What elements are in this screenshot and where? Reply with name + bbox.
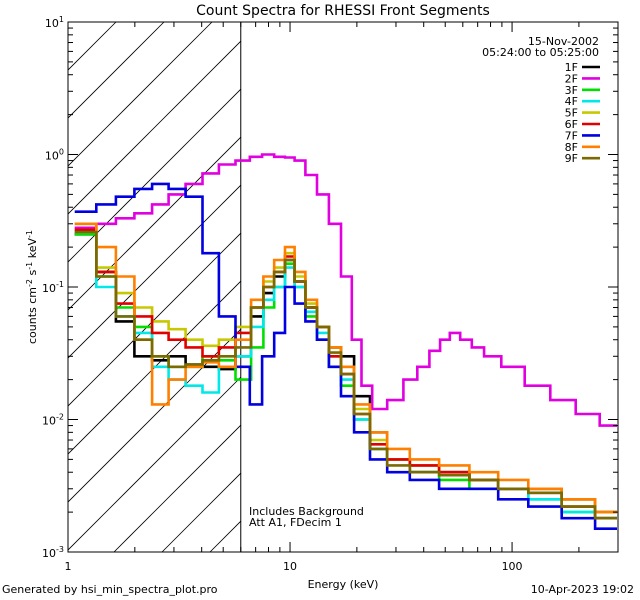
- series-9F: [74, 230, 617, 520]
- y-tick-label: 10-1: [42, 280, 64, 295]
- x-tick-label: 100: [502, 560, 523, 573]
- series-8F: [74, 222, 617, 514]
- date-label: 15-Nov-2002: [528, 35, 599, 48]
- hatch-line: [68, 136, 241, 311]
- hatch-region: [68, 22, 241, 552]
- hatch-line: [68, 376, 241, 551]
- footer-generated-by: Generated by hsi_min_spectra_plot.pro: [2, 583, 218, 596]
- hatch-line: [68, 232, 241, 407]
- hatch-line: [68, 22, 165, 119]
- annotation-background: Includes Background: [249, 505, 364, 518]
- legend-label-8F: 8F: [565, 141, 578, 154]
- footer-timestamp: 10-Apr-2023 19:02: [530, 583, 634, 596]
- y-tick-label: 101: [45, 15, 64, 30]
- legend-label-7F: 7F: [565, 129, 578, 142]
- x-tick-label: 1: [65, 560, 72, 573]
- hatch-line: [68, 328, 241, 503]
- annotation-attenuator: Att A1, FDecim 1: [249, 516, 342, 529]
- legend-label-3F: 3F: [565, 84, 578, 97]
- hatch-line: [68, 40, 241, 215]
- series-2F: [74, 153, 617, 427]
- hatch-line: [68, 184, 241, 359]
- legend-label-9F: 9F: [565, 152, 578, 165]
- legend-label-6F: 6F: [565, 118, 578, 131]
- legend-label-4F: 4F: [565, 95, 578, 108]
- chart-title: Count Spectra for RHESSI Front Segments: [196, 3, 490, 19]
- hatch-line: [68, 280, 241, 455]
- y-tick-label: 10-2: [42, 413, 64, 428]
- hatch-line: [68, 88, 241, 263]
- x-axis-label: Energy (keV): [308, 578, 379, 591]
- legend-label-5F: 5F: [565, 107, 578, 120]
- legend-label-2F: 2F: [565, 72, 578, 85]
- time-range-label: 05:24:00 to 05:25:00: [482, 46, 599, 59]
- legend-label-1F: 1F: [565, 61, 578, 74]
- hatch-line: [68, 22, 213, 167]
- x-tick-label: 10: [283, 560, 297, 573]
- y-tick-label: 10-3: [42, 545, 64, 560]
- y-tick-label: 100: [45, 148, 64, 163]
- hatch-line: [113, 424, 241, 552]
- y-axis-label: counts cm-2 s-1 keV-1: [25, 230, 39, 344]
- series-7F: [74, 182, 617, 530]
